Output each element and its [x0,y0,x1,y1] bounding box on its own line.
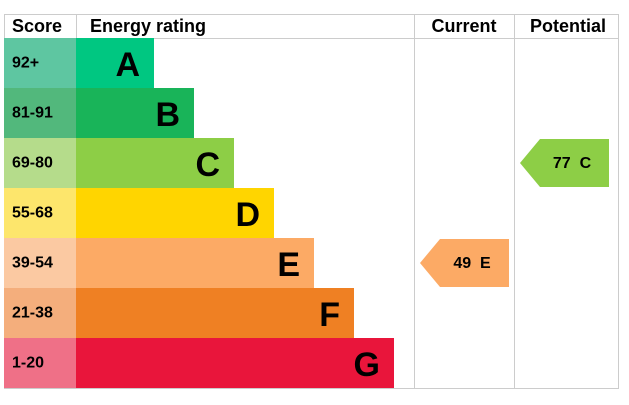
score-cell [4,338,76,388]
score-range: 92+ [12,55,39,72]
header-energy-rating: Energy rating [90,16,206,36]
score-cell [4,288,76,338]
rating-letter: E [277,246,300,284]
rating-letter: G [354,346,380,384]
rating-bar [76,188,274,238]
score-range: 39-54 [12,255,53,272]
score-cell [4,138,76,188]
rating-bar [76,38,154,88]
current-label: 49 E [453,255,491,272]
rating-letter: F [319,296,340,334]
score-range: 21-38 [12,305,53,322]
potential-label: 77 C [553,155,592,172]
header-current: Current [431,16,496,36]
score-range: 81-91 [12,105,53,122]
potential-arrow [520,139,609,187]
rating-bar [76,138,234,188]
potential-rating: C [580,155,592,172]
rating-letter: C [195,146,220,184]
rating-bar [76,338,394,388]
score-range: 69-80 [12,155,53,172]
score-range: 55-68 [12,205,53,222]
rating-letter: D [235,196,260,234]
score-cell [4,38,76,88]
current-score: 49 [453,255,471,272]
score-cell [4,238,76,288]
score-range: 1-20 [12,355,44,372]
current-rating: E [480,255,491,272]
potential-score: 77 [553,155,571,172]
rating-bar [76,88,194,138]
rating-bar [76,238,314,288]
score-cell [4,188,76,238]
score-cell [4,88,76,138]
rating-letter: B [155,96,180,134]
rating-letter: A [115,46,140,84]
rating-bar [76,288,354,338]
header-score: Score [12,16,62,36]
current-arrow [420,239,509,287]
header-potential: Potential [530,16,606,36]
